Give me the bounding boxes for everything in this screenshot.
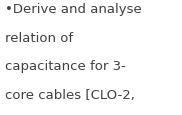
Text: capacitance for 3-: capacitance for 3- (5, 60, 126, 73)
Text: relation of: relation of (5, 32, 74, 45)
Text: core cables [CLO-2,: core cables [CLO-2, (5, 88, 135, 101)
Text: •Derive and analyse: •Derive and analyse (5, 3, 142, 16)
